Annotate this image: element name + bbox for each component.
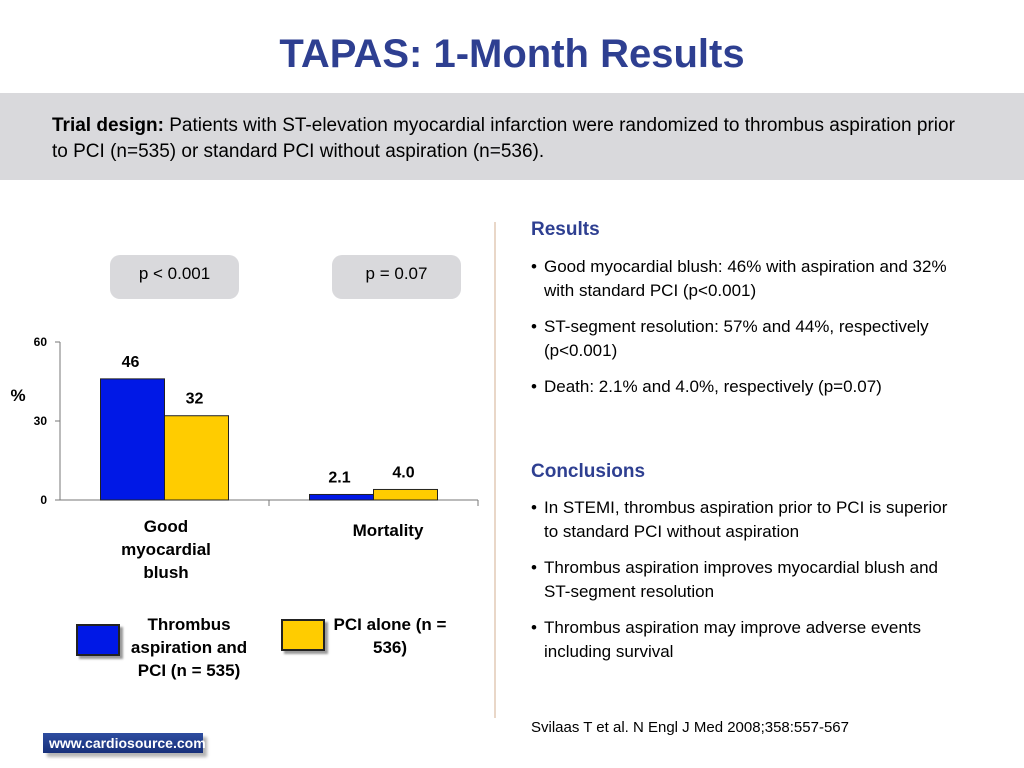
bar (100, 378, 165, 501)
legend-label-aspiration: Thrombus aspiration and PCI (n = 535) (130, 615, 248, 680)
data-label: 46 (122, 354, 140, 371)
conclusions-list: • In STEMI, thrombus aspiration prior to … (531, 496, 951, 676)
y-tick-label: 60 (34, 335, 48, 349)
legend-swatch-aspiration (76, 624, 120, 656)
legend-label-pci-alone: PCI alone (n = 536) (333, 615, 447, 657)
column-divider (494, 222, 496, 718)
data-label: 32 (186, 391, 204, 408)
conclusions-heading: Conclusions (531, 461, 646, 482)
y-tick-label: 30 (34, 414, 48, 428)
data-label: 2.1 (328, 469, 350, 486)
trial-design-text: Patients with ST-elevation myocardial in… (52, 115, 955, 162)
legend-swatch-pci-alone (281, 619, 325, 651)
list-item: • Thrombus aspiration improves myocardial… (531, 558, 939, 601)
list-item: • Thrombus aspiration may improve adverse… (531, 618, 921, 661)
data-label: 4.0 (392, 464, 414, 481)
cardiosource-logo: www.cardiosource.com (43, 733, 206, 753)
results-heading: Results (531, 219, 600, 240)
y-tick-label: 0 (40, 493, 47, 507)
category-label-mortality: Mortality (352, 521, 424, 540)
list-item: • Good myocardial blush: 46% with aspirat… (531, 257, 947, 300)
trial-design-box: Trial design: Patients with ST-elevation… (0, 93, 1024, 180)
list-item: • In STEMI, thrombus aspiration prior to … (531, 498, 948, 541)
bar-chart: 0 30 60% 46 32 2.1 4.0 (10, 335, 479, 507)
pvalue-badge-blush: p < 0.001 (110, 255, 239, 299)
pvalue-badge-mortality: p = 0.07 (332, 255, 461, 299)
citation: Svilaas T et al. N Engl J Med 2008;358:5… (531, 719, 849, 736)
list-item: • ST-segment resolution: 57% and 44%, res… (531, 317, 929, 360)
category-label-blush: Good myocardial blush (121, 517, 211, 582)
bar (373, 488, 438, 501)
list-item: • Death: 2.1% and 4.0%, respectively (p=0… (531, 377, 882, 396)
bar (309, 493, 374, 501)
trial-design-label: Trial design: (52, 115, 164, 136)
bar (164, 415, 229, 501)
results-list: • Good myocardial blush: 46% with aspirat… (531, 255, 961, 411)
y-axis-label: % (10, 386, 25, 405)
page-title: TAPAS: 1-Month Results (279, 32, 745, 76)
